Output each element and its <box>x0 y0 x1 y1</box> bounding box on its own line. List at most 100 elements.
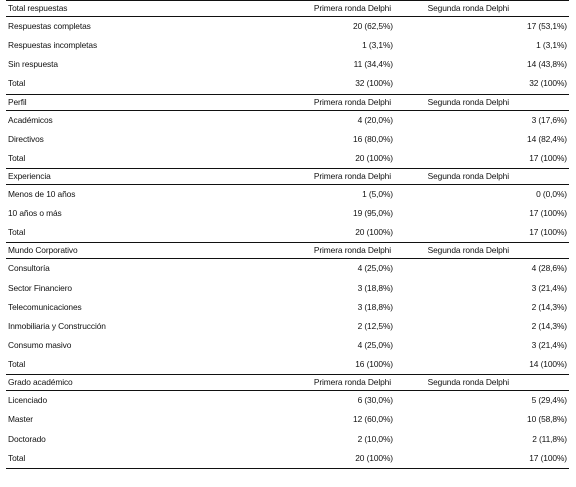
segunda-ronda-value: 14 (43,8%) <box>527 59 567 70</box>
segunda-ronda-value: 17 (100%) <box>529 227 567 238</box>
segunda-ronda-value: 10 (58,8%) <box>527 414 567 425</box>
table-row: Telecomunicaciones 3 (18,8%) 2 (14,3%) <box>6 298 569 317</box>
table-row: Total 16 (100%) 14 (100%) <box>6 355 569 375</box>
row-label: Respuestas incompletas <box>8 40 98 51</box>
primera-ronda-value: 11 (34,4%) <box>353 59 393 70</box>
segunda-ronda-value: 2 (14,3%) <box>531 301 568 312</box>
table-body: Total respuestas Primera ronda Delphi Segu… <box>6 0 569 469</box>
section-title: Grado académico <box>6 374 226 392</box>
column-header-primera-ronda: Primera ronda Delphi <box>226 167 395 185</box>
row-label: Total <box>8 359 26 370</box>
row-label: Total <box>6 448 226 469</box>
section-title: Total respuestas <box>6 0 226 17</box>
table-row: Sin respuesta 11 (34,4%) 14 (43,8%) <box>6 55 569 74</box>
primera-ronda-value: 1 (5,0%) <box>362 189 393 200</box>
primera-ronda-value: 3 (18,8%) <box>357 282 394 293</box>
row-label: Master <box>8 414 33 425</box>
section-header-row: Grado académico Primera ronda Delphi Segun… <box>6 374 569 392</box>
primera-ronda-value: 4 (25,0%) <box>357 263 394 274</box>
primera-ronda-value: 12 (60,0%) <box>353 414 393 425</box>
section-header-row: Total respuestas Primera ronda Delphi Segu… <box>6 0 569 17</box>
table-row: Sector Financiero 3 (18,8%) 3 (21,4%) <box>6 279 569 298</box>
row-label: Telecomunicaciones <box>8 301 82 312</box>
segunda-ronda-value: 3 (17,6%) <box>531 114 568 125</box>
column-header-primera-ronda: Primera ronda Delphi <box>226 93 395 111</box>
segunda-ronda-value: 17 (100%) <box>529 208 567 219</box>
segunda-ronda-value: 2 (14,3%) <box>531 320 568 331</box>
segunda-ronda-value: 17 (100%) <box>529 152 567 163</box>
row-label: Total <box>8 152 26 163</box>
segunda-ronda-value: 3 (21,4%) <box>531 282 568 293</box>
primera-ronda-value: 4 (20,0%) <box>357 114 394 125</box>
column-header-segunda-ronda: Segunda ronda Delphi <box>395 93 569 111</box>
table-row: Total 32 (100%) 32 (100%) <box>6 74 569 94</box>
row-label: Menos de 10 años <box>8 189 76 200</box>
column-header-primera-ronda: Primera ronda Delphi <box>226 374 395 392</box>
primera-ronda-value: 32 (100%) <box>355 78 393 89</box>
section-title: Perfil <box>6 93 226 111</box>
primera-ronda-value: 16 (100%) <box>355 359 393 370</box>
row-label: Total <box>8 78 26 89</box>
row-label: 10 años o más <box>8 208 62 219</box>
primera-ronda-value: 16 (80,0%) <box>353 133 393 144</box>
column-header-primera-ronda: Primera ronda Delphi <box>226 0 395 17</box>
section-header-row: Experiencia Primera ronda Delphi Segunda r… <box>6 167 569 185</box>
segunda-ronda-value: 14 (82,4%) <box>527 133 567 144</box>
column-header-primera-ronda: Primera ronda Delphi <box>226 242 395 260</box>
column-header-segunda-ronda: Segunda ronda Delphi <box>395 0 569 17</box>
row-label: Inmobiliaria y Construcción <box>8 320 106 331</box>
row-label: Licenciado <box>8 395 48 406</box>
row-label: Sin respuesta <box>8 59 58 70</box>
primera-ronda-value: 19 (95,0%) <box>353 208 393 219</box>
table-row: Total 20 (100%) 17 (100%) <box>6 448 569 469</box>
table-row: Master 12 (60,0%) 10 (58,8%) <box>6 410 569 429</box>
row-label: Respuestas completas <box>8 21 91 32</box>
primera-ronda-value: 20 (100%) <box>226 448 395 469</box>
table-row: Consultoría 4 (25,0%) 4 (28,6%) <box>6 259 569 279</box>
segunda-ronda-value: 32 (100%) <box>529 78 567 89</box>
table-row: Menos de 10 años 1 (5,0%) 0 (0,0%) <box>6 184 569 204</box>
column-header-segunda-ronda: Segunda ronda Delphi <box>395 242 569 260</box>
column-header-segunda-ronda: Segunda ronda Delphi <box>395 167 569 185</box>
table-row: Respuestas incompletas 1 (3,1%) 1 (3,1%) <box>6 36 569 55</box>
primera-ronda-value: 20 (100%) <box>355 152 393 163</box>
table-row: Licenciado 6 (30,0%) 5 (29,4%) <box>6 391 569 411</box>
section-header-row: Mundo Corporativo Primera ronda Delphi Seg… <box>6 242 569 260</box>
primera-ronda-value: 20 (62,5%) <box>353 21 393 32</box>
segunda-ronda-value: 14 (100%) <box>529 359 567 370</box>
table-row: Consumo masivo 4 (25,0%) 3 (21,4%) <box>6 336 569 355</box>
segunda-ronda-value: 0 (0,0%) <box>536 189 567 200</box>
delphi-results-table: Total respuestas Primera ronda Delphi Segu… <box>6 0 569 469</box>
primera-ronda-value: 3 (18,8%) <box>357 301 394 312</box>
row-label: Consultoría <box>8 263 50 274</box>
primera-ronda-value: 2 (12,5%) <box>357 320 394 331</box>
row-label: Consumo masivo <box>8 340 72 351</box>
row-label: Académicos <box>8 114 53 125</box>
table-row: Respuestas completas 20 (62,5%) 17 (53,1%) <box>6 17 569 37</box>
section-title: Experiencia <box>6 167 226 185</box>
segunda-ronda-value: 3 (21,4%) <box>531 340 568 351</box>
row-label: Total <box>8 227 26 238</box>
primera-ronda-value: 4 (25,0%) <box>357 340 394 351</box>
segunda-ronda-value: 1 (3,1%) <box>536 40 567 51</box>
table-row: Académicos 4 (20,0%) 3 (17,6%) <box>6 110 569 130</box>
column-header-segunda-ronda: Segunda ronda Delphi <box>395 374 569 392</box>
segunda-ronda-value: 17 (100%) <box>395 448 569 469</box>
row-label: Doctorado <box>8 433 46 444</box>
table-row: Total 20 (100%) 17 (100%) <box>6 149 569 169</box>
segunda-ronda-value: 4 (28,6%) <box>531 263 568 274</box>
primera-ronda-value: 1 (3,1%) <box>362 40 393 51</box>
row-label: Directivos <box>8 133 44 144</box>
table-row: Total 20 (100%) 17 (100%) <box>6 223 569 243</box>
table-row: Inmobiliaria y Construcción 2 (12,5%) 2 (1… <box>6 317 569 336</box>
section-header-row: Perfil Primera ronda Delphi Segunda ronda … <box>6 93 569 111</box>
table-row: Doctorado 2 (10,0%) 2 (11,8%) <box>6 430 569 449</box>
primera-ronda-value: 20 (100%) <box>355 227 393 238</box>
row-label: Sector Financiero <box>8 282 72 293</box>
segunda-ronda-value: 17 (53,1%) <box>527 21 567 32</box>
segunda-ronda-value: 5 (29,4%) <box>531 395 568 406</box>
table-row: Directivos 16 (80,0%) 14 (82,4%) <box>6 130 569 149</box>
primera-ronda-value: 6 (30,0%) <box>357 395 394 406</box>
section-title: Mundo Corporativo <box>6 242 226 260</box>
